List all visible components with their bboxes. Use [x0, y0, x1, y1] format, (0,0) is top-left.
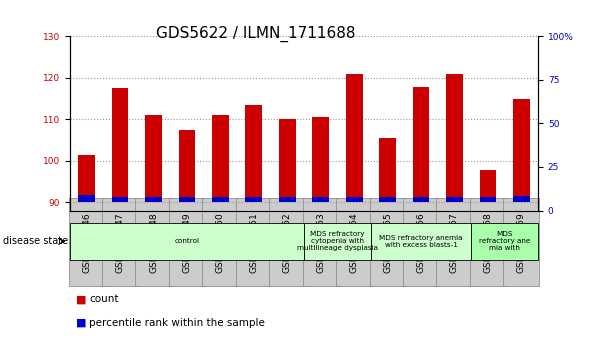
Text: disease state: disease state	[3, 236, 68, 246]
Bar	[179, 197, 195, 202]
Bar	[279, 119, 295, 202]
Text: MDS refractory
cytopenia with
multilineage dysplasia: MDS refractory cytopenia with multilinea…	[297, 231, 378, 252]
Bar	[179, 130, 195, 202]
Bar	[70, 223, 304, 260]
Bar	[446, 197, 463, 202]
Bar	[145, 197, 162, 202]
Text: control: control	[174, 238, 199, 244]
Bar	[413, 87, 429, 202]
Bar	[480, 197, 496, 202]
Bar	[313, 197, 329, 202]
Bar	[480, 170, 496, 202]
Bar	[279, 197, 295, 202]
Text: percentile rank within the sample: percentile rank within the sample	[89, 318, 265, 328]
Text: count: count	[89, 294, 119, 305]
Bar	[78, 155, 95, 202]
Bar	[212, 197, 229, 202]
Bar	[112, 88, 128, 202]
Text: MDS refractory anemia
with excess blasts-1: MDS refractory anemia with excess blasts…	[379, 235, 463, 248]
Bar	[112, 197, 128, 202]
Bar	[246, 197, 262, 202]
Bar	[379, 138, 396, 202]
Bar	[471, 223, 538, 260]
Text: ■: ■	[76, 318, 86, 328]
Bar	[413, 197, 429, 202]
Text: GDS5622 / ILMN_1711688: GDS5622 / ILMN_1711688	[156, 25, 355, 42]
Bar	[371, 223, 471, 260]
Bar	[78, 195, 95, 202]
Bar	[446, 74, 463, 202]
Text: ■: ■	[76, 294, 86, 305]
Bar	[304, 223, 371, 260]
Bar	[346, 74, 362, 202]
Text: MDS
refractory ane
mia with: MDS refractory ane mia with	[479, 231, 530, 252]
Bar	[379, 197, 396, 202]
Bar	[513, 98, 530, 202]
Bar	[513, 196, 530, 202]
Bar	[246, 105, 262, 202]
Bar	[212, 115, 229, 202]
Bar	[145, 115, 162, 202]
Bar	[313, 117, 329, 202]
Bar	[346, 197, 362, 202]
